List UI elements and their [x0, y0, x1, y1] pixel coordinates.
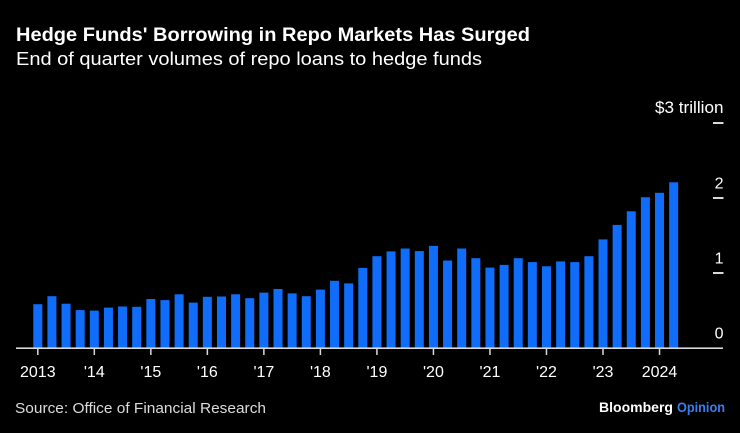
svg-text:'22: '22 [536, 364, 557, 381]
svg-text:2013: 2013 [20, 364, 56, 381]
svg-text:'21: '21 [480, 364, 501, 381]
svg-text:Bloomberg: Bloomberg [599, 400, 673, 415]
svg-text:'15: '15 [140, 364, 161, 381]
svg-text:'20: '20 [423, 364, 444, 381]
svg-text:'16: '16 [197, 364, 218, 381]
svg-text:2: 2 [715, 176, 724, 193]
svg-text:0: 0 [715, 326, 724, 343]
svg-text:'18: '18 [310, 364, 331, 381]
svg-text:End of quarter volumes of repo: End of quarter volumes of repo loans to … [16, 48, 482, 69]
svg-text:'17: '17 [253, 364, 274, 381]
svg-text:$3 trillion: $3 trillion [655, 99, 724, 117]
svg-text:'23: '23 [593, 364, 614, 381]
svg-text:Opinion: Opinion [677, 400, 725, 415]
svg-text:Hedge Funds' Borrowing in Repo: Hedge Funds' Borrowing in Repo Markets H… [16, 25, 530, 46]
svg-text:'14: '14 [84, 364, 105, 381]
svg-text:2024: 2024 [642, 364, 678, 381]
svg-text:Source: Office of Financial Re: Source: Office of Financial Research [15, 400, 266, 417]
svg-text:1: 1 [715, 251, 724, 268]
svg-text:'19: '19 [366, 364, 387, 381]
